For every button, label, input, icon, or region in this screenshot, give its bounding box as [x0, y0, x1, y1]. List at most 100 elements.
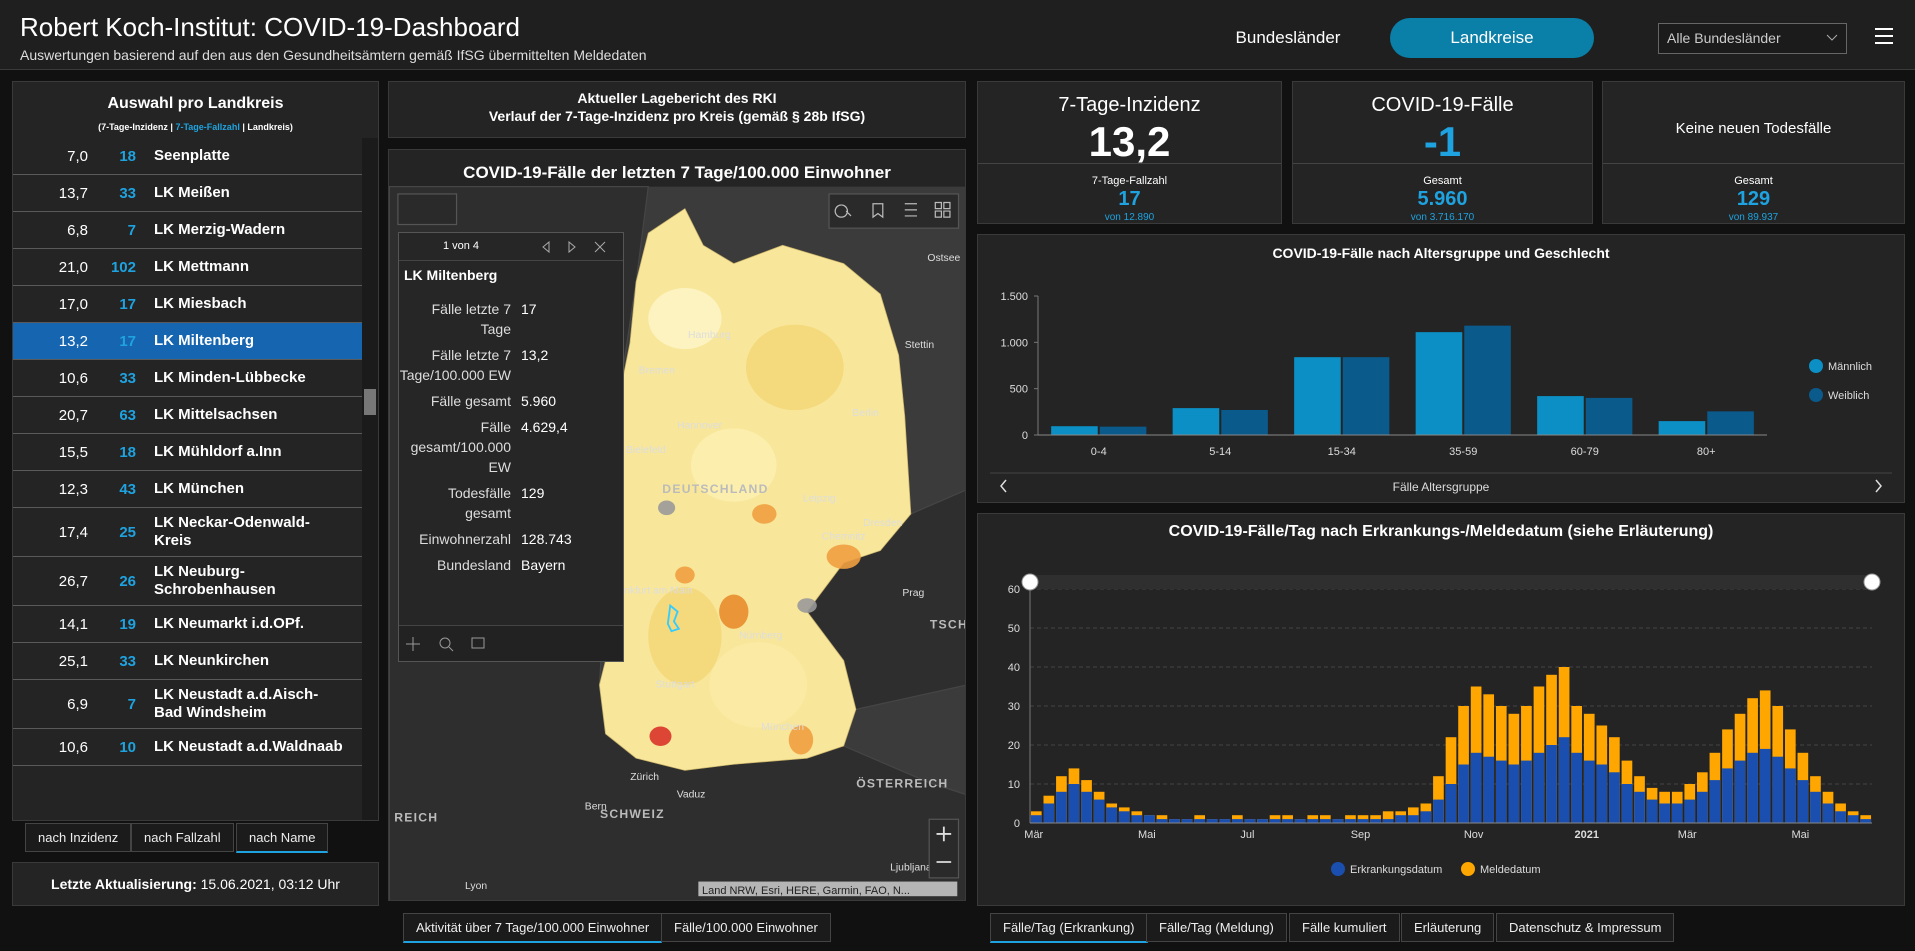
- selection: [666, 603, 681, 633]
- region: [752, 504, 777, 524]
- case-count: 18: [119, 443, 136, 461]
- popup-value: 128.743: [521, 531, 572, 547]
- map-label: SCHWEIZ: [600, 807, 665, 821]
- case-count: 63: [119, 406, 136, 424]
- map-label: Stuttgart: [656, 679, 695, 690]
- list-legend: (7-Tage-Inzidenz | 7-Tage-Fallzahl | Lan…: [13, 122, 378, 132]
- title: Robert Koch-Institut: COVID-19-Dashboard: [20, 12, 520, 42]
- district-name: LK Neckar-Odenwald-Kreis: [154, 514, 310, 549]
- list-row[interactable]: 21,0 102 LK Mettmann: [13, 249, 362, 286]
- popup-row: Bundesland Bayern: [399, 555, 623, 575]
- incidence: 15,5: [58, 443, 88, 461]
- map-label: Nürnberg: [739, 631, 782, 642]
- popup-row: Fälle letzte 7 Tage/100.000 EW 13,2: [399, 345, 623, 385]
- kpi: Keine neuen Todesfälle Gesamt 129 von 89…: [1602, 81, 1905, 224]
- nav-button[interactable]: Landkreise: [1390, 18, 1594, 58]
- kpi-subvalue: 129: [1736, 188, 1771, 210]
- region: [826, 544, 861, 569]
- list-row[interactable]: 13,7 33 LK Meißen: [13, 175, 362, 212]
- sort-button[interactable]: nach Fallzahl: [131, 823, 234, 852]
- district-name: LK Minden-Lübbecke: [154, 369, 306, 386]
- list-row[interactable]: 20,7 63 LK Mittelsachsen: [13, 397, 362, 434]
- case-count: 33: [119, 652, 136, 670]
- incidence: 12,3: [58, 480, 88, 498]
- region: [648, 587, 722, 685]
- kpi-sub: 7-Tage-Fallzahl: [1091, 175, 1168, 187]
- list-row[interactable]: 10,6 33 LK Minden-Lübbecke: [13, 360, 362, 397]
- region: [691, 428, 777, 502]
- district-name: LK Mittelsachsen: [154, 406, 278, 423]
- toolbar-icons: [834, 201, 951, 219]
- district-name: LK Mühldorf a.Inn: [154, 443, 282, 460]
- popup-value: 5.960: [521, 393, 557, 409]
- district-name: LK Neustadt a.d.Aisch-Bad Windsheim: [154, 686, 319, 721]
- tab[interactable]: Datenschutz & Impressum: [1496, 913, 1675, 942]
- update-value: 15.06.2021, 03:12 Uhr: [200, 876, 340, 892]
- map-tab[interactable]: Aktivität über 7 Tage/100.000 Einwohner: [403, 913, 663, 943]
- popup-row: Einwohnerzahl 128.743: [399, 529, 623, 549]
- district-name: LK Miesbach: [154, 295, 247, 312]
- map-label: Chemnitz: [822, 532, 866, 543]
- popup-actions[interactable]: [399, 625, 623, 661]
- scrollbar[interactable]: [362, 138, 378, 820]
- kpi-title: 7-Tage-Inzidenz: [1058, 94, 1201, 116]
- district-name: Seenplatte: [154, 147, 230, 164]
- update-box: Letzte Aktualisierung: 15.06.2021, 03:12…: [12, 862, 379, 906]
- popup-row: Fälle gesamt/100.000 EW 4.629,4: [399, 417, 623, 477]
- popup-label: Einwohnerzahl: [419, 531, 511, 547]
- kpi-divider: [1293, 163, 1592, 164]
- list-row[interactable]: 14,1 19 LK Neumarkt i.d.OPf.: [13, 606, 362, 643]
- popup-controls[interactable]: [539, 239, 619, 255]
- popup-label: Todesfälle gesamt: [447, 485, 511, 521]
- legend-part: (7-Tage-Inzidenz |: [98, 122, 173, 132]
- list-row[interactable]: 6,9 7 LK Neustadt a.d.Aisch-Bad Windsheim: [13, 680, 362, 729]
- kpi-subvalue: 5.960: [1417, 188, 1468, 210]
- scroll-thumb[interactable]: [364, 389, 376, 415]
- region: [648, 288, 722, 350]
- popup-action-icons: [406, 637, 485, 652]
- popup-label: Fälle gesamt: [430, 393, 511, 409]
- menu-icon[interactable]: [1874, 27, 1894, 45]
- list-row[interactable]: 25,1 33 LK Neunkirchen: [13, 643, 362, 680]
- region: [797, 598, 817, 613]
- region: [675, 566, 695, 584]
- map-label: ÖSTERREICH: [856, 776, 948, 791]
- map-label: Lyon: [465, 881, 487, 892]
- popup-row: Fälle gesamt 5.960: [399, 391, 623, 411]
- list-row[interactable]: 13,2 17 LK Miltenberg: [13, 323, 362, 360]
- map-tool[interactable]: [397, 193, 458, 226]
- subtitle: Auswertungen basierend auf den aus den G…: [20, 47, 647, 63]
- list-row[interactable]: 15,5 18 LK Mühldorf a.Inn: [13, 434, 362, 471]
- sort-button[interactable]: nach Name: [236, 823, 329, 853]
- district-name: LK Neuburg-Schrobenhausen: [154, 563, 276, 598]
- kpi-value: 13,2: [1088, 118, 1171, 165]
- list-row[interactable]: 10,6 10 LK Neustadt a.d.Waldnaab: [13, 729, 362, 766]
- popup-label: Fälle letzte 7 Tage: [431, 301, 511, 337]
- tab[interactable]: Fälle/Tag (Meldung): [1146, 913, 1287, 942]
- tab[interactable]: Erläuterung: [1401, 913, 1495, 942]
- list-row[interactable]: 7,0 18 Seenplatte: [13, 138, 362, 175]
- list-row[interactable]: 17,4 25 LK Neckar-Odenwald-Kreis: [13, 508, 362, 557]
- district-name: LK Miltenberg: [154, 332, 254, 349]
- list-row[interactable]: 12,3 43 LK München: [13, 471, 362, 508]
- incidence: 21,0: [58, 258, 88, 276]
- popup-value: 17: [521, 301, 537, 317]
- dropdown[interactable]: Alle Bundesländer: [1658, 23, 1847, 54]
- kpi-sub: Gesamt: [1734, 175, 1773, 187]
- incidence: 17,0: [58, 295, 88, 313]
- sort-button[interactable]: nach Inzidenz: [25, 823, 132, 852]
- case-count: 33: [119, 369, 136, 387]
- map-tab[interactable]: Fälle/100.000 Einwohner: [661, 913, 831, 942]
- list-row[interactable]: 6,8 7 LK Merzig-Wadern: [13, 212, 362, 249]
- popup-label: Fälle gesamt/100.000 EW: [410, 419, 511, 475]
- report-box[interactable]: Aktueller Lagebericht des RKI Verlauf de…: [388, 81, 966, 138]
- list-row[interactable]: 26,7 26 LK Neuburg-Schrobenhausen: [13, 557, 362, 606]
- dropdown-arrow: [1826, 34, 1838, 41]
- list-row[interactable]: 17,0 17 LK Miesbach: [13, 286, 362, 323]
- tab[interactable]: Fälle kumuliert: [1289, 913, 1400, 942]
- tab[interactable]: Fälle/Tag (Erkrankung): [990, 913, 1148, 943]
- map-label: Leipzig: [803, 494, 836, 505]
- popup-value: 129: [521, 485, 545, 501]
- nav-button[interactable]: Bundesländer: [1235, 28, 1341, 47]
- popup-header: 1 von 4: [399, 233, 623, 261]
